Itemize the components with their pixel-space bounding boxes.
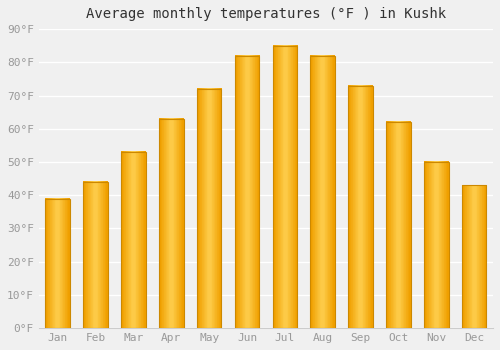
- Title: Average monthly temperatures (°F ) in Kushk: Average monthly temperatures (°F ) in Ku…: [86, 7, 446, 21]
